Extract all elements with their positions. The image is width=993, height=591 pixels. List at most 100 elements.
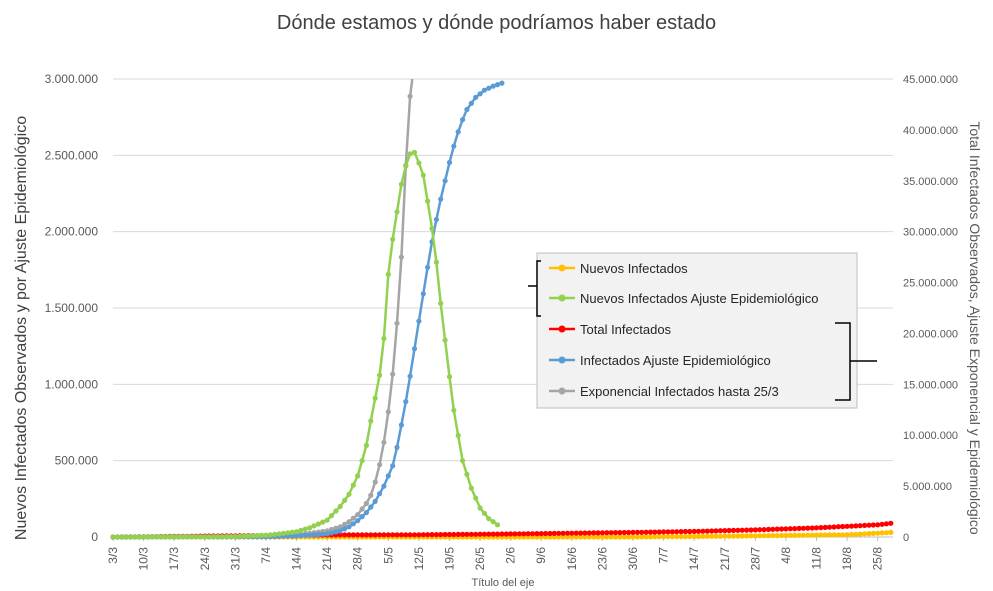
data-point	[713, 528, 719, 534]
data-point	[411, 346, 418, 352]
data-point	[438, 300, 444, 306]
data-point	[783, 532, 789, 539]
data-point	[464, 471, 470, 477]
data-point	[355, 473, 361, 479]
data-point	[114, 534, 120, 540]
data-point	[564, 530, 571, 536]
data-point	[425, 532, 431, 538]
data-point	[862, 522, 868, 529]
data-point	[674, 534, 680, 540]
data-point	[398, 181, 404, 187]
data-point	[385, 532, 391, 538]
data-point	[346, 519, 352, 525]
data-point	[717, 533, 724, 539]
data-point	[350, 515, 356, 521]
data-point	[420, 172, 426, 178]
data-point	[840, 532, 846, 538]
data-point	[888, 520, 894, 526]
data-point	[748, 527, 754, 533]
data-point	[617, 530, 623, 536]
x-tick-label: 11/8	[810, 547, 824, 570]
data-point	[215, 534, 221, 540]
data-point	[796, 525, 802, 532]
data-point	[175, 534, 182, 540]
x-tick-label: 21/7	[718, 547, 732, 571]
data-point	[665, 529, 671, 535]
data-point	[197, 534, 203, 540]
y-right-tick-label: 30.000.000	[903, 227, 958, 239]
data-point	[800, 532, 807, 538]
data-point	[831, 524, 837, 530]
data-point	[481, 531, 487, 537]
data-point	[560, 530, 566, 536]
data-point	[289, 533, 295, 539]
y-right-tick-label: 15.000.000	[903, 379, 958, 391]
data-point	[359, 532, 365, 538]
legend-box	[536, 252, 858, 409]
data-point	[866, 531, 872, 537]
data-point	[630, 529, 636, 536]
data-point	[455, 432, 461, 439]
data-point	[394, 532, 400, 538]
data-point	[411, 149, 418, 155]
data-point	[132, 534, 138, 540]
data-point	[669, 534, 675, 540]
data-point	[446, 374, 453, 380]
y-right-axis-title: Total Infectados Observados, Ajuste Expo…	[967, 121, 983, 534]
data-point	[350, 532, 356, 538]
data-point	[490, 531, 496, 537]
data-point	[433, 216, 439, 223]
data-point	[643, 529, 649, 535]
data-point	[355, 532, 361, 538]
data-point	[779, 532, 785, 539]
data-point	[726, 527, 732, 534]
data-point	[293, 533, 300, 539]
data-point	[678, 529, 684, 535]
data-point	[460, 458, 466, 464]
data-point	[787, 526, 793, 532]
y-left-tick-label: 3.000.000	[45, 72, 99, 86]
data-point	[368, 504, 374, 510]
data-point	[722, 533, 728, 539]
data-point	[416, 318, 422, 324]
data-point	[735, 533, 741, 539]
data-point	[634, 534, 641, 540]
data-point	[460, 117, 466, 123]
data-point	[438, 196, 444, 202]
data-point	[298, 533, 304, 539]
y-left-tick-label: 0	[91, 530, 98, 544]
x-tick-label: 30/6	[626, 547, 640, 571]
data-point	[407, 93, 413, 99]
data-point	[372, 532, 378, 538]
data-point	[320, 519, 326, 525]
y-right-tick-label: 5.000.000	[903, 481, 952, 493]
data-point	[687, 533, 693, 540]
data-point	[765, 526, 772, 533]
x-tick-label: 24/3	[198, 547, 212, 571]
data-point	[416, 160, 422, 166]
data-point	[687, 528, 693, 535]
data-point	[840, 523, 846, 530]
data-point	[394, 320, 400, 326]
data-point	[512, 531, 518, 537]
data-point	[578, 530, 584, 536]
data-point	[621, 534, 627, 540]
data-point	[398, 532, 404, 538]
data-point	[883, 521, 890, 527]
data-point	[744, 527, 750, 533]
data-point	[237, 533, 243, 539]
data-point	[407, 373, 413, 379]
data-point	[691, 533, 697, 540]
data-point	[219, 534, 225, 540]
data-point	[442, 337, 448, 343]
data-point	[232, 533, 238, 540]
legend-swatch-marker	[558, 294, 566, 302]
data-point	[792, 532, 798, 539]
data-point	[717, 528, 724, 534]
data-point	[193, 534, 199, 540]
data-point	[429, 226, 435, 232]
data-point	[333, 525, 339, 531]
data-point	[473, 531, 479, 537]
data-point	[359, 458, 365, 464]
data-point	[259, 532, 265, 539]
